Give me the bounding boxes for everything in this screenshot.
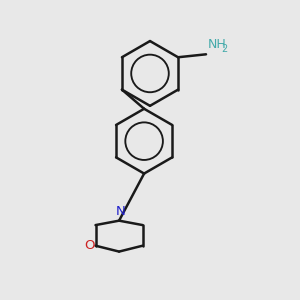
Text: NH: NH xyxy=(208,38,226,51)
Text: O: O xyxy=(84,239,94,252)
Text: N: N xyxy=(116,205,125,218)
Text: 2: 2 xyxy=(222,44,228,54)
